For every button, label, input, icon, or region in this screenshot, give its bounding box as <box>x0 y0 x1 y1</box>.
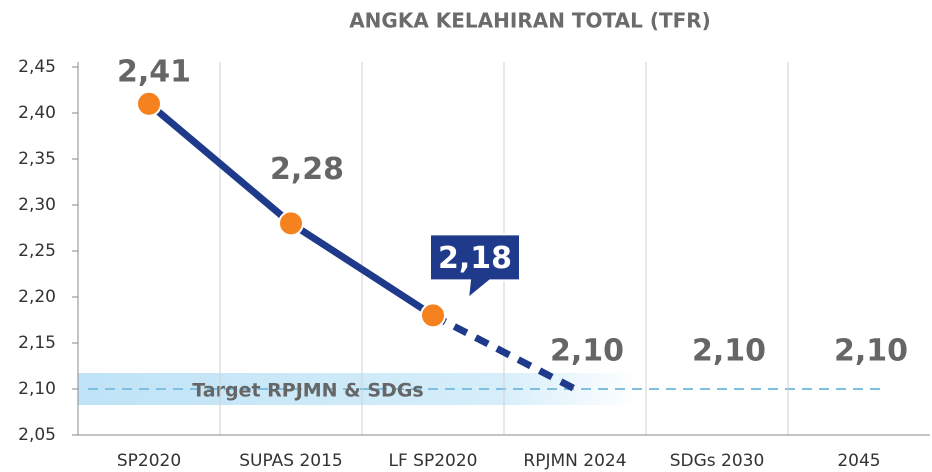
value-label: 2,41 <box>117 54 191 89</box>
y-tick-label: 2,05 <box>18 425 56 445</box>
y-tick-label: 2,15 <box>18 333 56 353</box>
y-tick-label: 2,35 <box>18 149 56 169</box>
y-tick-label: 2,10 <box>18 379 56 399</box>
value-label: 2,10 <box>692 334 766 369</box>
chart-title: ANGKA KELAHIRAN TOTAL (TFR) <box>349 9 711 33</box>
y-tick-label: 2,30 <box>18 195 56 215</box>
y-tick-label: 2,20 <box>18 287 56 307</box>
x-tick-label: RPJMN 2024 <box>523 451 626 471</box>
x-tick-label: SUPAS 2015 <box>239 451 343 471</box>
line <box>146 101 435 319</box>
projection-line <box>431 312 577 393</box>
y-tick-label: 2,45 <box>18 57 56 77</box>
target-band <box>78 373 638 405</box>
callout <box>429 233 521 301</box>
value-label: 2,10 <box>550 334 624 369</box>
value-label: 2,28 <box>270 152 344 187</box>
y-tick-label: 2,25 <box>18 241 56 261</box>
marker <box>420 302 446 329</box>
x-tick-label: SP2020 <box>117 451 181 471</box>
value-label: 2,18 <box>438 241 512 276</box>
x-tick-label: SDGs 2030 <box>670 451 765 471</box>
marker <box>136 90 162 117</box>
marker <box>278 210 304 237</box>
y-tick-label: 2,40 <box>18 103 56 123</box>
target-label: Target RPJMN & SDGs <box>192 380 423 402</box>
x-tick-label: LF SP2020 <box>389 451 478 471</box>
value-label: 2,10 <box>834 334 908 369</box>
x-tick-label: 2045 <box>837 451 880 471</box>
